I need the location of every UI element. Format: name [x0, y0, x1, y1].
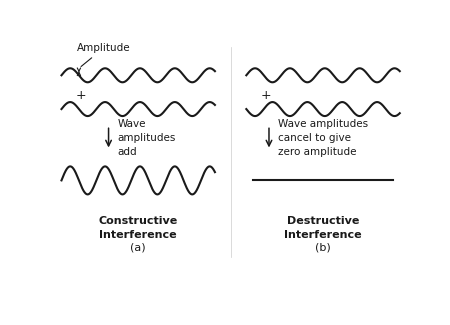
Text: Amplitude: Amplitude	[76, 43, 130, 67]
Text: +: +	[260, 89, 271, 102]
Text: Constructive
Interference: Constructive Interference	[99, 216, 178, 240]
Text: (b): (b)	[315, 243, 331, 253]
Text: (a): (a)	[130, 243, 146, 253]
Text: Wave
amplitudes
add: Wave amplitudes add	[117, 119, 176, 157]
Text: Wave amplitudes
cancel to give
zero amplitude: Wave amplitudes cancel to give zero ampl…	[278, 119, 368, 157]
Text: Destructive
Interference: Destructive Interference	[284, 216, 362, 240]
Text: +: +	[75, 89, 86, 102]
